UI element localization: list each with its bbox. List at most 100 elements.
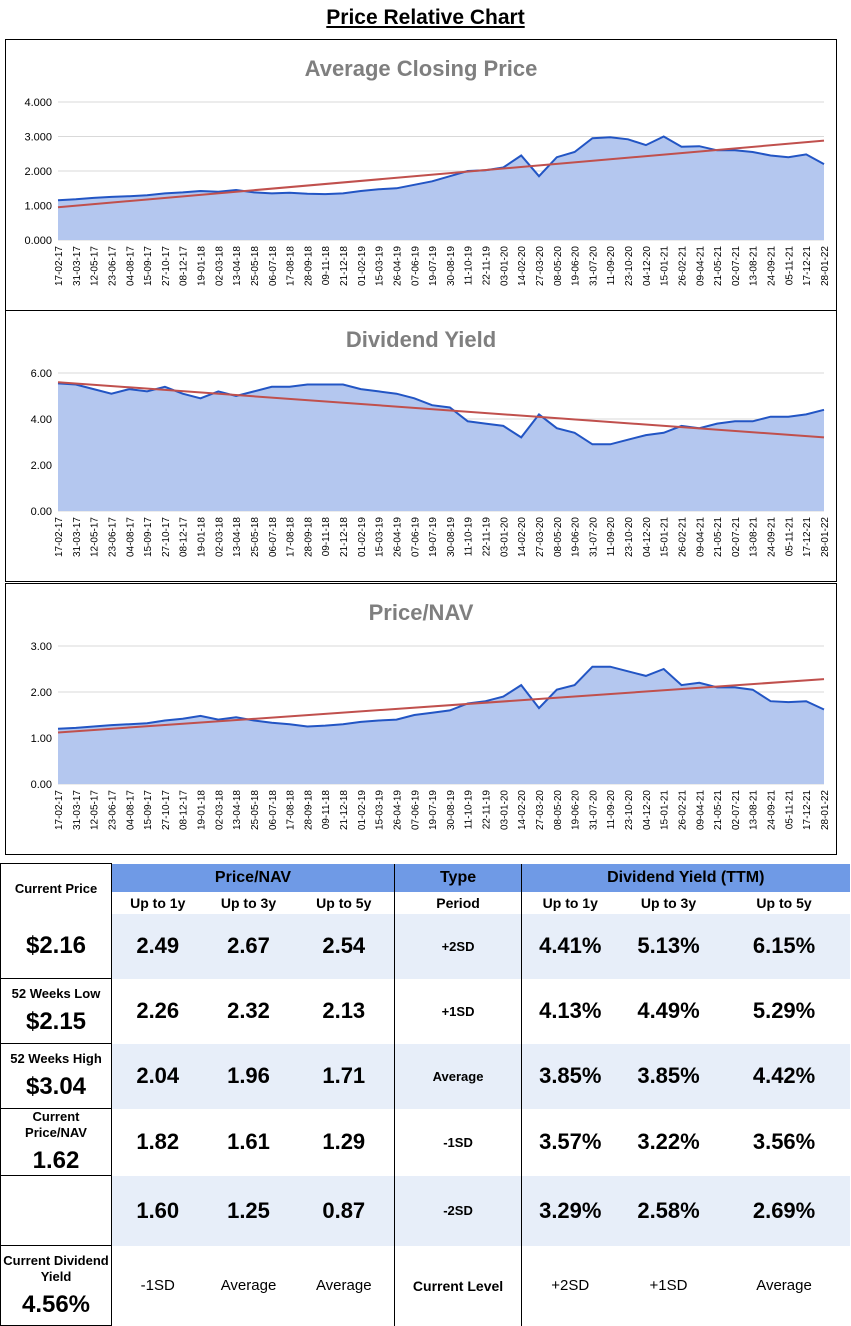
x-tick-label: 14-02-20 xyxy=(517,246,528,286)
x-tick-label: 11-09-20 xyxy=(606,246,617,286)
x-tick-label: 15-01-21 xyxy=(660,246,671,286)
chart-title: Price/NAV xyxy=(369,600,474,625)
x-tick-label: 02-07-21 xyxy=(731,517,742,557)
x-tick-label: 02-03-18 xyxy=(214,246,225,286)
dy-value: 5.13% xyxy=(618,913,719,979)
valuation-table: Current Price Price/NAV Type Dividend Yi… xyxy=(0,863,850,1326)
x-tick-label: 19-07-19 xyxy=(428,517,439,557)
pnav-value: 1.29 xyxy=(322,1129,366,1154)
x-tick-label: 17-08-18 xyxy=(286,790,297,830)
pnav-sub-5y: Up to 5y xyxy=(316,894,372,911)
info-current-dividend-yield: Current Dividend Yield 4.56% xyxy=(0,1245,112,1326)
current-level-dy: Average xyxy=(756,1277,812,1294)
pnav-value: 2.04 xyxy=(111,1043,204,1109)
x-tick-label: 13-08-21 xyxy=(749,790,760,830)
x-tick-label: 13-04-18 xyxy=(232,790,243,830)
x-tick-label: 09-11-18 xyxy=(321,790,332,830)
x-tick-label: 04-12-20 xyxy=(642,517,653,557)
pnav-sub-1y: Up to 1y xyxy=(111,891,204,914)
y-tick-label: 1.00 xyxy=(31,733,52,745)
pnav-value: 1.96 xyxy=(203,1043,294,1109)
x-tick-label: 19-06-20 xyxy=(571,517,582,557)
dy-sub-3y: Up to 3y xyxy=(640,894,697,911)
current-level-dy: +1SD xyxy=(649,1277,688,1294)
x-tick-label: 19-06-20 xyxy=(571,790,582,830)
dy-value: 3.29% xyxy=(521,1175,619,1246)
x-tick-label: 15-03-19 xyxy=(375,517,386,557)
current-level-label: Current Level xyxy=(394,1245,522,1326)
x-tick-label: 21-05-21 xyxy=(713,246,724,286)
x-tick-label: 04-12-20 xyxy=(642,246,653,286)
x-tick-label: 26-04-19 xyxy=(392,246,403,286)
x-tick-label: 19-01-18 xyxy=(197,517,208,557)
x-tick-label: 26-04-19 xyxy=(392,790,403,830)
x-tick-label: 19-01-18 xyxy=(197,790,208,830)
x-tick-label: 23-06-17 xyxy=(107,790,118,830)
x-tick-label: 15-09-17 xyxy=(143,517,154,557)
x-tick-label: 25-05-18 xyxy=(250,246,261,286)
x-tick-label: 17-02-17 xyxy=(54,790,65,830)
x-tick-label: 04-08-17 xyxy=(125,246,136,286)
series-area xyxy=(58,136,824,240)
x-tick-label: 15-01-21 xyxy=(660,517,671,557)
x-tick-label: 24-09-21 xyxy=(767,246,778,286)
pnav-value: 2.54 xyxy=(293,913,395,979)
x-tick-label: 28-09-18 xyxy=(303,517,314,557)
x-tick-label: 19-01-18 xyxy=(197,246,208,286)
x-tick-label: 27-10-17 xyxy=(161,246,172,286)
x-tick-label: 26-04-19 xyxy=(392,517,403,557)
series-line xyxy=(57,665,825,730)
x-tick-label: 23-06-17 xyxy=(107,517,118,557)
x-tick-label: 17-02-17 xyxy=(54,246,65,286)
x-tick-label: 17-08-18 xyxy=(286,246,297,286)
x-tick-label: 12-05-17 xyxy=(90,517,101,557)
x-tick-label: 06-07-18 xyxy=(268,246,279,286)
table-row-minus1sd: Current Price/NAV 1.62 1.82 1.61 1.29 -1… xyxy=(0,1108,850,1176)
info-current-price: Current Price xyxy=(0,863,112,914)
dy-value: 2.69% xyxy=(718,1175,850,1246)
dy-value: 3.56% xyxy=(752,1129,816,1154)
x-tick-label: 23-10-20 xyxy=(624,790,635,830)
x-tick-label: 08-05-20 xyxy=(553,246,564,286)
x-tick-label: 15-01-21 xyxy=(660,790,671,830)
trend-line xyxy=(57,139,825,209)
dy-sub-1y: Up to 1y xyxy=(521,891,619,914)
current-level-pnav: -1SD xyxy=(111,1245,204,1326)
trend-line xyxy=(57,381,825,439)
x-tick-label: 15-09-17 xyxy=(143,790,154,830)
dy-value: 3.85% xyxy=(618,1043,719,1109)
x-tick-label: 19-07-19 xyxy=(428,246,439,286)
x-tick-label: 08-05-20 xyxy=(553,517,564,557)
x-tick-label: 14-02-20 xyxy=(517,517,528,557)
x-tick-label: 31-07-20 xyxy=(588,246,599,286)
y-tick-label: 3.00 xyxy=(31,641,52,653)
table-row-plus1sd: 52 Weeks Low $2.15 2.26 2.32 2.13 +1SD 4… xyxy=(0,978,850,1044)
x-tick-label: 27-10-17 xyxy=(161,517,172,557)
pnav-value: 1.61 xyxy=(227,1129,270,1154)
x-tick-label: 21-05-21 xyxy=(713,517,724,557)
x-tick-label: 15-03-19 xyxy=(375,790,386,830)
current-level-dy: +2SD xyxy=(521,1245,619,1326)
pnav-value: 2.13 xyxy=(322,998,366,1023)
x-tick-label: 13-08-21 xyxy=(749,246,760,286)
pnav-value: 1.25 xyxy=(203,1175,294,1246)
x-tick-label: 02-07-21 xyxy=(731,790,742,830)
chart-average-closing-price: Average Closing Price 0.000 1.000 2.000 3.00… xyxy=(5,39,837,311)
x-tick-label: 03-01-20 xyxy=(499,517,510,557)
row-type: +2SD xyxy=(394,913,522,979)
chart-title: Average Closing Price xyxy=(305,56,538,81)
x-tick-label: 08-12-17 xyxy=(179,790,190,830)
x-tick-label: 09-11-18 xyxy=(321,246,332,286)
x-tick-label: 21-12-18 xyxy=(339,790,350,830)
page-title: Price Relative Chart xyxy=(326,6,525,29)
x-tick-label: 11-10-19 xyxy=(464,517,475,557)
pnav-value: 1.60 xyxy=(111,1175,204,1246)
dy-value: 4.13% xyxy=(521,978,619,1044)
x-tick-label: 31-07-20 xyxy=(588,790,599,830)
chart-title: Dividend Yield xyxy=(346,327,496,352)
y-tick-label: 0.00 xyxy=(31,779,52,791)
x-tick-label: 27-03-20 xyxy=(535,790,546,830)
x-tick-label: 09-11-18 xyxy=(321,517,332,557)
x-tick-label: 04-08-17 xyxy=(125,790,136,830)
y-tick-label: 0.000 xyxy=(24,235,52,247)
